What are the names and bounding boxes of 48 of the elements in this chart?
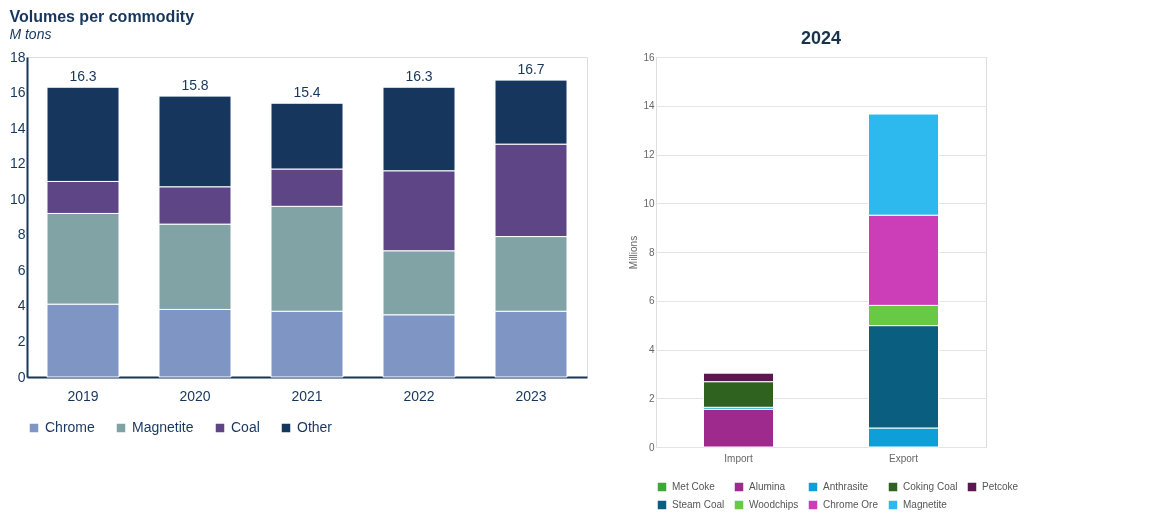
total-label: 16.7 — [517, 61, 545, 78]
x-tick-label: Import — [724, 452, 753, 464]
legend-label: Magnetite — [132, 419, 194, 435]
y-tick-label: 2 — [648, 392, 655, 404]
y-tick-label: 12 — [643, 149, 655, 160]
y-tick-label: 6 — [17, 261, 26, 278]
y-tick-label: 16 — [643, 51, 655, 63]
legend-label: Magnetite — [903, 499, 948, 510]
y-tick-label: 14 — [643, 100, 655, 112]
total-label: 15.4 — [293, 84, 321, 101]
x-tick-label: 2023 — [515, 387, 547, 404]
legend-label: Coking Coal — [903, 481, 958, 492]
chart-subtitle: M tons — [9, 26, 52, 42]
chart-title: Volumes per commodity — [9, 8, 195, 25]
legend-label: Chrome — [45, 419, 96, 435]
total-label: 15.8 — [181, 77, 209, 94]
y-tick-label: 8 — [17, 226, 26, 243]
legend-label: Petcoke — [982, 481, 1019, 492]
legend-label: Anthrasite — [823, 481, 869, 492]
y-tick-label: 4 — [17, 297, 26, 314]
y-tick-label: 6 — [648, 295, 655, 307]
x-tick-label: 2020 — [179, 387, 211, 404]
y-tick-label: 0 — [648, 441, 655, 453]
y-axis-title: Millions — [628, 235, 640, 270]
chart-title: 2024 — [800, 28, 842, 48]
y-tick-label: 18 — [9, 48, 26, 65]
y-tick-label: 10 — [643, 197, 655, 209]
legend-label: Steam Coal — [672, 499, 725, 510]
y-tick-label: 8 — [648, 246, 655, 258]
y-tick-label: 2 — [17, 332, 26, 349]
total-label: 16.3 — [405, 68, 433, 85]
y-tick-label: 0 — [17, 368, 26, 385]
legend-label: Met Coke — [672, 481, 716, 492]
x-tick-label: 2021 — [291, 387, 323, 404]
y-tick-label: 4 — [648, 344, 655, 355]
y-tick-label: 16 — [9, 84, 26, 101]
legend-label: Chrome Ore — [823, 499, 879, 510]
x-tick-label: Export — [889, 452, 919, 464]
x-tick-label: 2022 — [403, 387, 435, 404]
y-tick-label: 14 — [9, 119, 26, 136]
y-tick-label: 12 — [9, 155, 26, 172]
legend-label: Woodchips — [749, 499, 799, 510]
x-tick-label: 2019 — [67, 387, 99, 404]
total-label: 16.3 — [69, 68, 97, 85]
legend-label: Alumina — [749, 481, 786, 492]
y-tick-label: 10 — [9, 190, 26, 207]
legend-label: Other — [297, 419, 333, 435]
legend-label: Coal — [231, 419, 260, 435]
